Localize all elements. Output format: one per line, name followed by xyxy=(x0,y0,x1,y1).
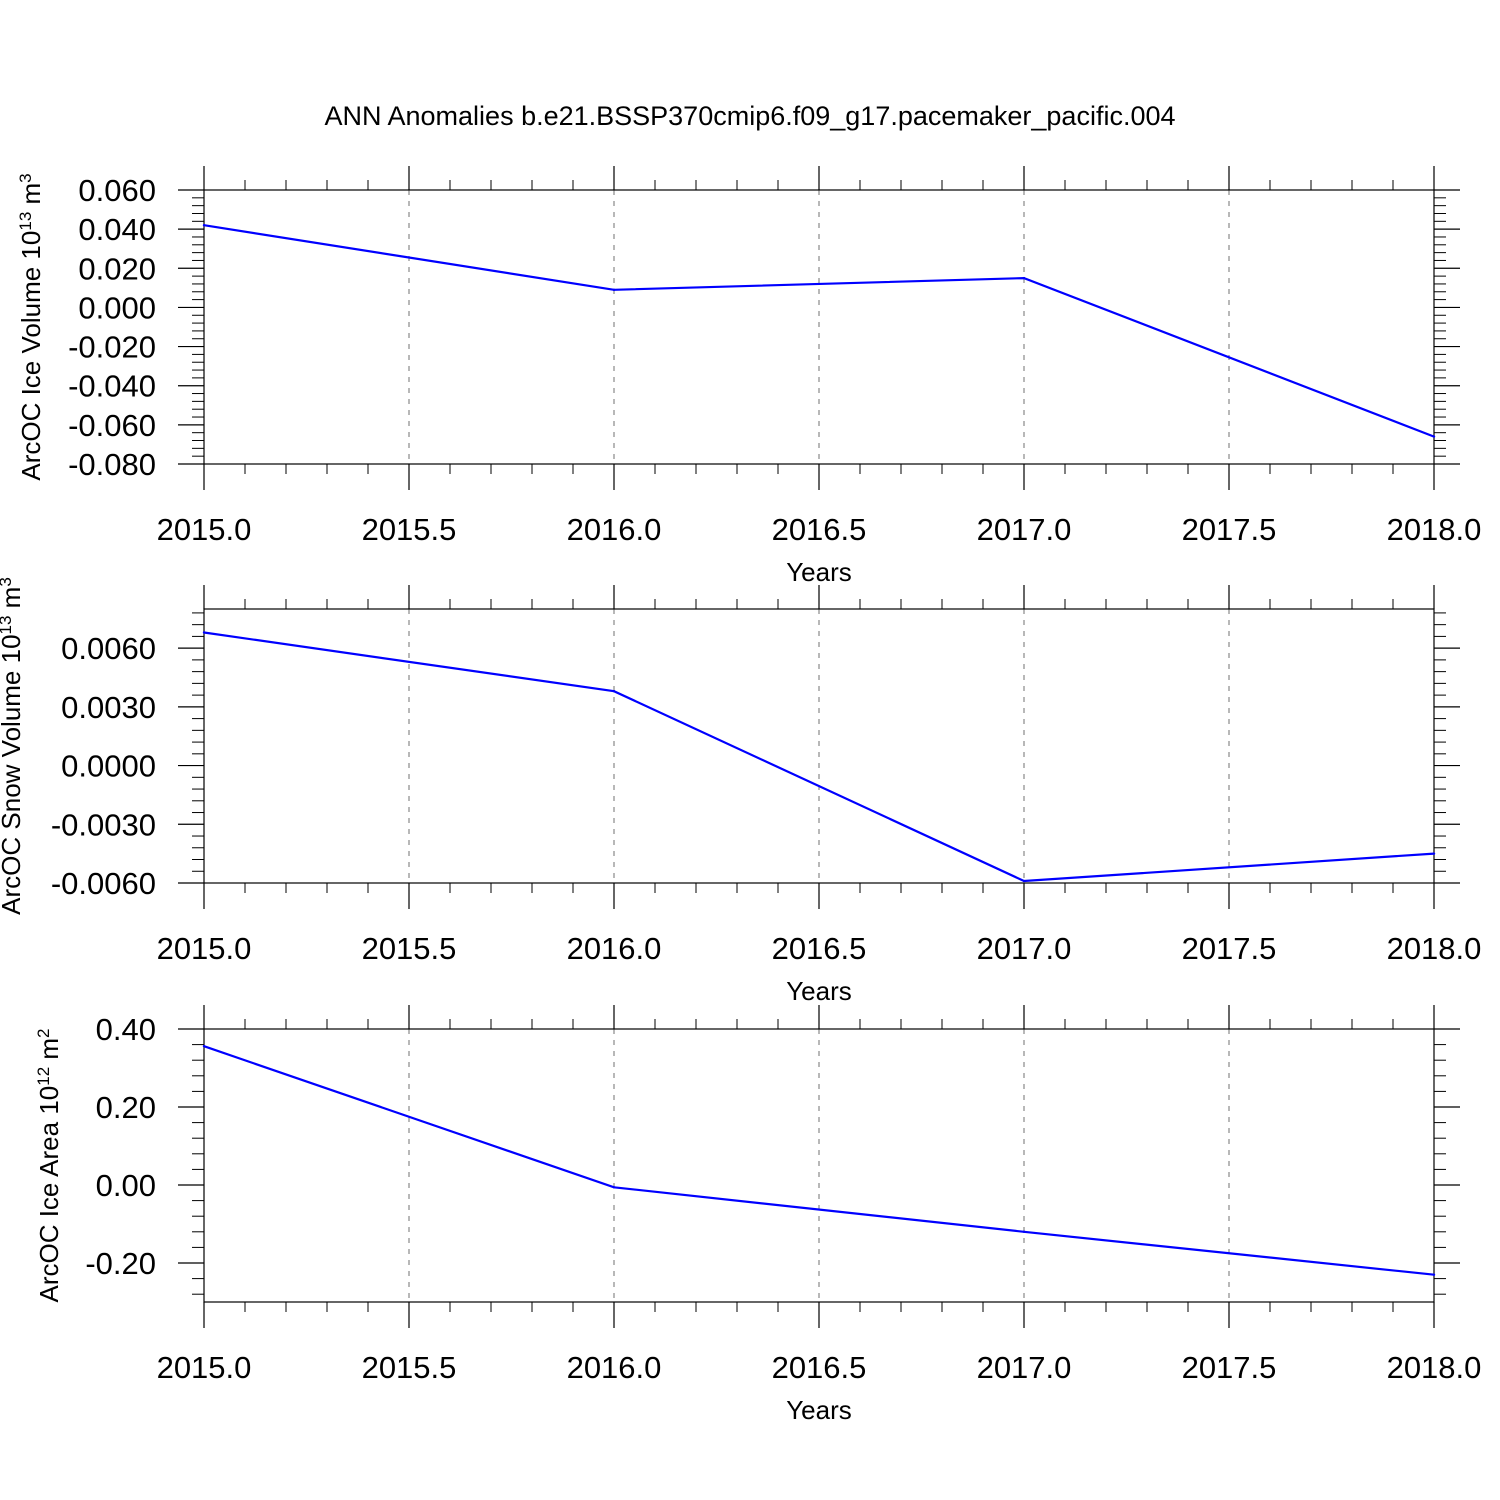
x-tick-label: 2017.5 xyxy=(1182,931,1277,966)
x-tick-label: 2017.0 xyxy=(977,1350,1072,1385)
x-tick-label: 2018.0 xyxy=(1387,512,1482,547)
data-point xyxy=(612,288,616,292)
y-axis-title-unit-exponent: 3 xyxy=(0,577,15,586)
x-tick-label: 2016.5 xyxy=(772,931,867,966)
series-line xyxy=(203,1045,1435,1276)
y-axis-title-unit: m xyxy=(16,183,46,212)
data-point xyxy=(1432,435,1436,438)
x-tick-label: 2015.0 xyxy=(157,1350,252,1385)
y-axis-title-text: ArcOC Ice Volume 10 xyxy=(16,231,46,481)
x-axis-title: Years xyxy=(786,1395,852,1425)
y-axis-title-text: ArcOC Snow Volume 10 xyxy=(0,634,26,914)
data-point xyxy=(1022,276,1026,280)
x-tick-label: 2018.0 xyxy=(1387,931,1482,966)
panel-3: 2015.0 2015.5 2016.0 2016.5 2017.0 2017.5 2018… xyxy=(34,1005,1482,1425)
y-tick-label: 0.000 xyxy=(78,290,156,325)
y-tick-label: 0.00 xyxy=(96,1168,156,1203)
y-tick-label: 0.0060 xyxy=(61,631,156,666)
y-axis-title-unit: m xyxy=(34,1038,64,1067)
y-axis-title: ArcOC Ice Area 1012 m2 xyxy=(34,1028,65,1302)
x-tick-label: 2017.0 xyxy=(977,931,1072,966)
series-line xyxy=(203,224,1435,438)
y-tick-label: 0.40 xyxy=(96,1012,156,1047)
figure-title: ANN Anomalies b.e21.BSSP370cmip6.f09_g17… xyxy=(324,101,1175,131)
data-point xyxy=(612,690,616,693)
y-tick-label: -0.0060 xyxy=(51,866,156,901)
data-point xyxy=(202,1044,206,1048)
x-tick-label: 2016.5 xyxy=(772,512,867,547)
x-axis-title: Years xyxy=(786,557,852,587)
y-axis-title-exponent: 12 xyxy=(34,1067,53,1086)
data-point xyxy=(1432,852,1436,855)
y-axis-title-unit-exponent: 2 xyxy=(34,1028,53,1037)
x-tick-label: 2015.5 xyxy=(362,931,457,966)
x-tick-label: 2017.0 xyxy=(977,512,1072,547)
data-point xyxy=(1022,879,1026,883)
data-point xyxy=(202,224,206,227)
y-tick-label: 0.20 xyxy=(96,1090,156,1125)
y-axis-title-unit: m xyxy=(0,587,26,616)
y-axis-title-exponent: 13 xyxy=(16,212,35,231)
x-tick-label: 2017.5 xyxy=(1182,512,1277,547)
panels: 2015.0 2015.5 2016.0 2016.5 2017.0 2017.5 2018… xyxy=(0,166,1481,1425)
y-tick-label: 0.0000 xyxy=(61,749,156,784)
x-axis-title: Years xyxy=(786,976,852,1006)
y-tick-label: 0.040 xyxy=(78,212,156,247)
y-tick-label: -0.080 xyxy=(68,447,156,482)
y-tick-label: -0.060 xyxy=(68,408,156,443)
y-axis-title-unit-exponent: 3 xyxy=(16,173,35,182)
x-tick-label: 2016.0 xyxy=(567,512,662,547)
y-tick-label: 0.020 xyxy=(78,251,156,286)
y-axis-title: ArcOC Ice Volume 1013 m3 xyxy=(16,173,47,480)
y-axis-title-text: ArcOC Ice Area 10 xyxy=(34,1086,64,1303)
panel-1: 2015.0 2015.5 2016.0 2016.5 2017.0 2017.5 2018… xyxy=(16,166,1482,587)
x-tick-label: 2015.5 xyxy=(362,512,457,547)
y-axis-title: ArcOC Snow Volume 1013 m3 xyxy=(0,577,26,915)
y-tick-label: 0.0030 xyxy=(61,690,156,725)
y-tick-label: -0.040 xyxy=(68,369,156,404)
x-tick-label: 2016.0 xyxy=(567,1350,662,1385)
panel-2: 2015.0 2015.5 2016.0 2016.5 2017.0 2017.5 2018… xyxy=(0,577,1481,1006)
x-tick-label: 2016.0 xyxy=(567,931,662,966)
x-tick-label: 2016.5 xyxy=(772,1350,867,1385)
x-tick-label: 2018.0 xyxy=(1387,1350,1482,1385)
y-axis-title-exponent: 13 xyxy=(0,616,15,635)
data-point xyxy=(1432,1273,1436,1276)
x-tick-label: 2015.0 xyxy=(157,931,252,966)
y-tick-label: -0.0030 xyxy=(51,807,156,842)
series-line xyxy=(203,631,1435,883)
y-tick-label: 0.060 xyxy=(78,173,156,208)
x-tick-label: 2015.0 xyxy=(157,512,252,547)
data-point xyxy=(1022,1230,1026,1234)
data-point xyxy=(612,1186,616,1189)
x-tick-label: 2015.5 xyxy=(362,1350,457,1385)
y-tick-label: -0.20 xyxy=(85,1246,156,1281)
y-tick-label: -0.020 xyxy=(68,330,156,365)
x-tick-label: 2017.5 xyxy=(1182,1350,1277,1385)
data-point xyxy=(202,631,206,634)
